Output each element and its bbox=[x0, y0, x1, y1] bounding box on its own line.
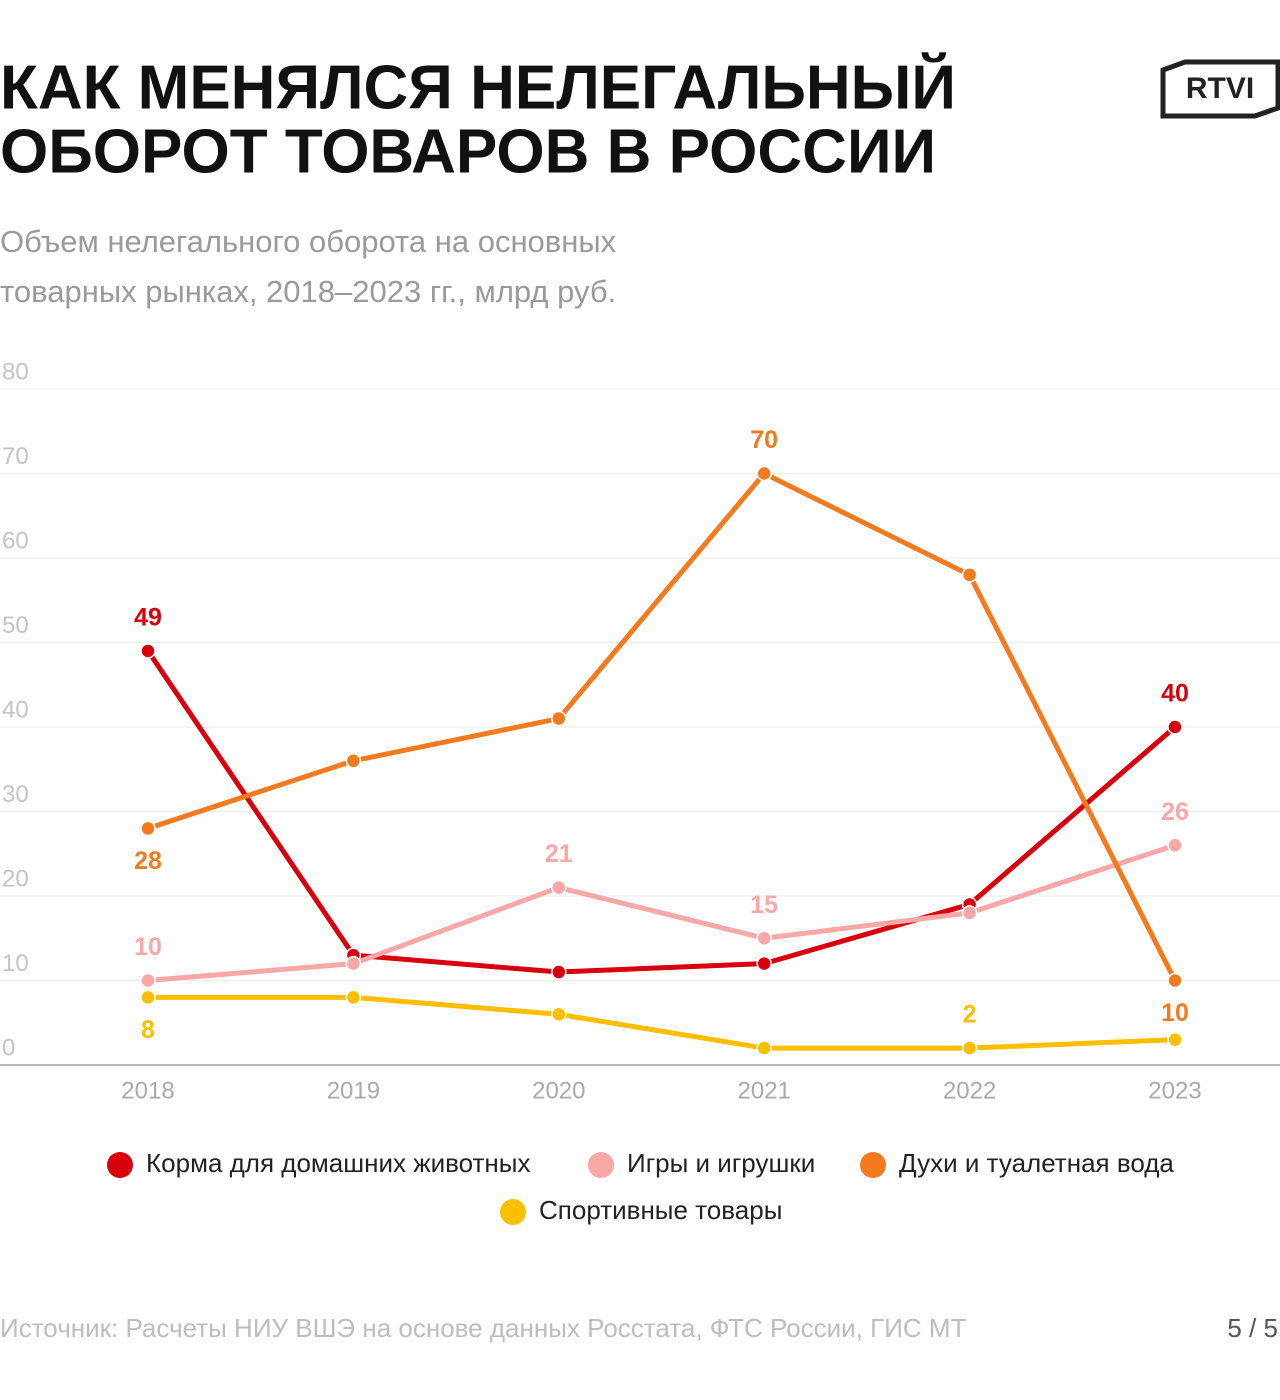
x-tick-label: 2022 bbox=[943, 1077, 996, 1104]
data-label: 10 bbox=[1161, 999, 1189, 1027]
point bbox=[140, 820, 156, 837]
chart-subtitle: товарных рынках, 2018–2023 гг., млрд руб… bbox=[0, 274, 616, 309]
data-label: 10 bbox=[134, 933, 162, 961]
source: Источник: Расчеты НИУ ВШЭ на основе данн… bbox=[0, 1313, 967, 1343]
x-tick-label: 2021 bbox=[738, 1077, 791, 1104]
x-tick-label: 2023 bbox=[1148, 1077, 1201, 1104]
point bbox=[961, 567, 978, 583]
y-tick-label: 80 bbox=[2, 358, 29, 385]
page-indicator: 5 / 5 bbox=[1227, 1313, 1278, 1343]
y-tick-label: 0 bbox=[2, 1034, 15, 1061]
data-label: 26 bbox=[1161, 798, 1189, 826]
logo-frame bbox=[1160, 59, 1280, 119]
point bbox=[756, 1040, 772, 1056]
chart-subtitle: Объем нелегального оборота на основных bbox=[0, 224, 617, 259]
data-label: 28 bbox=[134, 847, 162, 875]
data-label: 40 bbox=[1161, 680, 1189, 708]
point bbox=[756, 465, 772, 482]
line bbox=[148, 994, 1176, 1051]
legend-swatch bbox=[107, 1152, 133, 1178]
x-tick-label: 2018 bbox=[121, 1077, 174, 1104]
point bbox=[756, 930, 772, 946]
data-label: 70 bbox=[750, 426, 778, 454]
point bbox=[551, 710, 567, 727]
legend-label: Духи и туалетная вода bbox=[899, 1148, 1174, 1178]
point bbox=[345, 753, 362, 769]
point bbox=[551, 879, 567, 896]
legend-swatch bbox=[588, 1152, 614, 1178]
point bbox=[551, 964, 567, 980]
chart-title: ОБОРОТ ТОВАРОВ В РОССИИ bbox=[0, 117, 936, 186]
logo-text: RTVI bbox=[1186, 72, 1254, 105]
line bbox=[147, 842, 1176, 983]
data-label: 15 bbox=[750, 891, 778, 919]
y-tick-label: 20 bbox=[2, 865, 29, 892]
y-tick-label: 70 bbox=[2, 443, 29, 470]
data-label: 21 bbox=[545, 840, 573, 868]
data-label: 2 bbox=[963, 1001, 977, 1029]
point bbox=[140, 972, 156, 989]
chart-title: КАК МЕНЯЛСЯ НЕЛЕГАЛЬНЫЙ bbox=[0, 52, 956, 122]
y-tick-label: 10 bbox=[2, 950, 29, 977]
point bbox=[345, 955, 362, 972]
point bbox=[1167, 837, 1183, 854]
point bbox=[551, 1006, 567, 1023]
point bbox=[961, 1040, 978, 1056]
y-tick-label: 60 bbox=[2, 527, 29, 554]
legend-label: Спортивные товары bbox=[539, 1195, 782, 1225]
point bbox=[345, 989, 362, 1006]
point bbox=[1167, 1031, 1183, 1048]
point bbox=[1167, 719, 1183, 735]
point bbox=[140, 989, 156, 1006]
legend-swatch bbox=[860, 1152, 886, 1178]
y-tick-label: 50 bbox=[2, 612, 29, 639]
legend-label: Корма для домашних животных bbox=[146, 1148, 530, 1178]
point bbox=[756, 955, 772, 972]
y-tick-label: 30 bbox=[2, 781, 29, 808]
legend-swatch bbox=[500, 1199, 526, 1225]
x-tick-label: 2019 bbox=[327, 1077, 380, 1104]
x-tick-label: 2020 bbox=[532, 1077, 585, 1104]
point bbox=[1167, 972, 1183, 989]
point bbox=[961, 905, 978, 921]
line bbox=[147, 471, 1178, 982]
data-label: 8 bbox=[141, 1016, 155, 1044]
line bbox=[145, 649, 1177, 975]
legend-label: Игры и игрушки bbox=[627, 1148, 815, 1178]
logo: RTVI bbox=[1160, 59, 1280, 119]
data-label: 49 bbox=[134, 604, 162, 632]
point bbox=[140, 643, 156, 659]
y-tick-label: 40 bbox=[2, 696, 29, 723]
